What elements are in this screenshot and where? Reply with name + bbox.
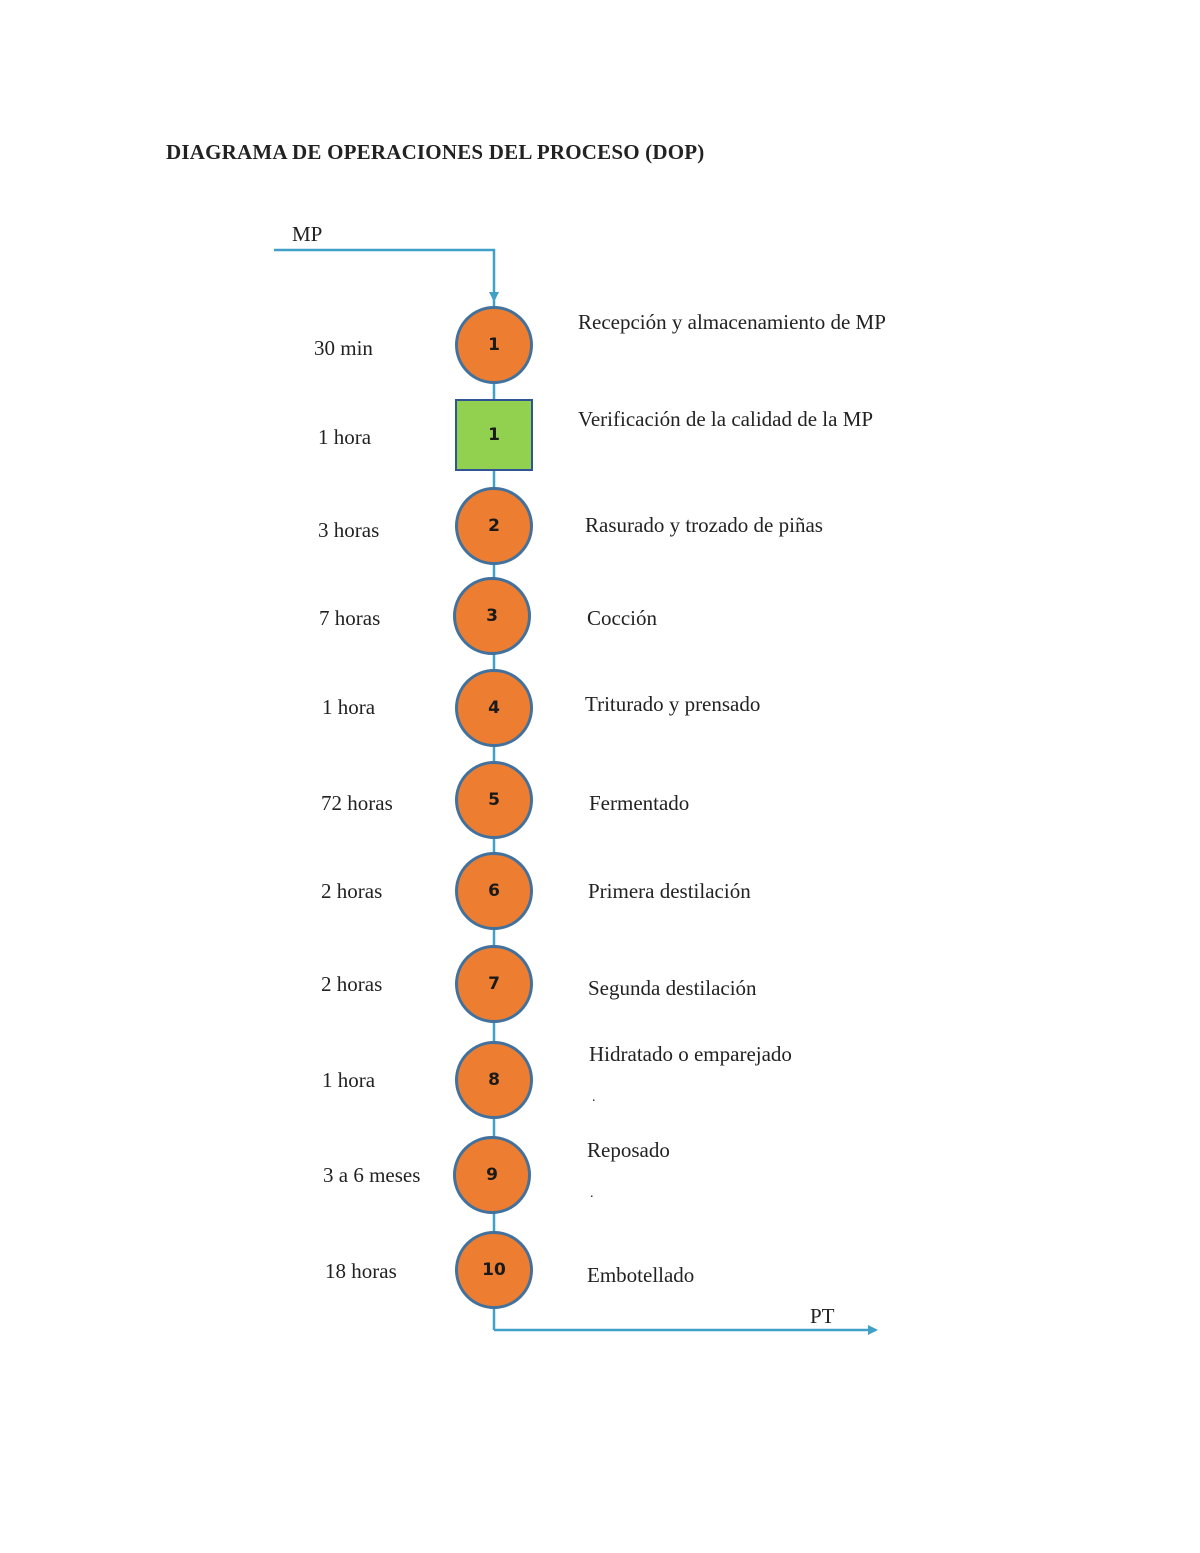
- operation-node-10: 10: [455, 1231, 533, 1309]
- step-time: 2 horas: [321, 879, 383, 903]
- step-description: Rasurado y trozado de piñas: [585, 513, 823, 537]
- step-description: Fermentado: [589, 791, 690, 815]
- operation-node-8: 8: [455, 1041, 533, 1119]
- operation-node-2: 2: [455, 487, 533, 565]
- operation-node-4: 4: [455, 669, 533, 747]
- step-time: 2 horas: [321, 972, 383, 996]
- decorative-dot: .: [592, 1090, 596, 1105]
- step-description: Embotellado: [587, 1263, 695, 1287]
- step-time: 3 a 6 meses: [323, 1163, 421, 1187]
- decorative-dot: .: [590, 1186, 594, 1201]
- step-description: Segunda destilación: [588, 976, 757, 1000]
- input-label-mp: MP: [292, 222, 323, 246]
- input-flow-arrow: [274, 248, 499, 302]
- operation-node-7: 7: [455, 945, 533, 1023]
- page-title: DIAGRAMA DE OPERACIONES DEL PROCESO (DOP…: [166, 140, 705, 164]
- operation-node-1: 1: [455, 306, 533, 384]
- step-description: Cocción: [587, 606, 657, 630]
- output-label-pt: PT: [810, 1304, 835, 1328]
- step-description: Triturado y prensado: [585, 692, 761, 716]
- inspection-node-1: 1: [455, 399, 533, 471]
- step-description: Verificación de la calidad de la MP: [578, 407, 874, 431]
- step-description: Primera destilación: [588, 879, 751, 903]
- operation-node-3: 3: [453, 577, 531, 655]
- step-description: Reposado: [587, 1138, 670, 1162]
- operation-node-6: 6: [455, 852, 533, 930]
- step-time: 18 horas: [325, 1259, 397, 1283]
- operation-node-5: 5: [455, 761, 533, 839]
- step-time: 72 horas: [321, 791, 393, 815]
- step-time: 1 hora: [322, 1068, 376, 1092]
- step-description: Recepción y almacenamiento de MP: [578, 310, 886, 334]
- step-time: 3 horas: [318, 518, 380, 542]
- step-time: 30 min: [314, 336, 373, 360]
- step-time: 7 horas: [319, 606, 381, 630]
- step-time: 1 hora: [318, 425, 372, 449]
- operation-node-9: 9: [453, 1136, 531, 1214]
- step-time: 1 hora: [322, 695, 376, 719]
- step-description: Hidratado o emparejado: [589, 1042, 792, 1066]
